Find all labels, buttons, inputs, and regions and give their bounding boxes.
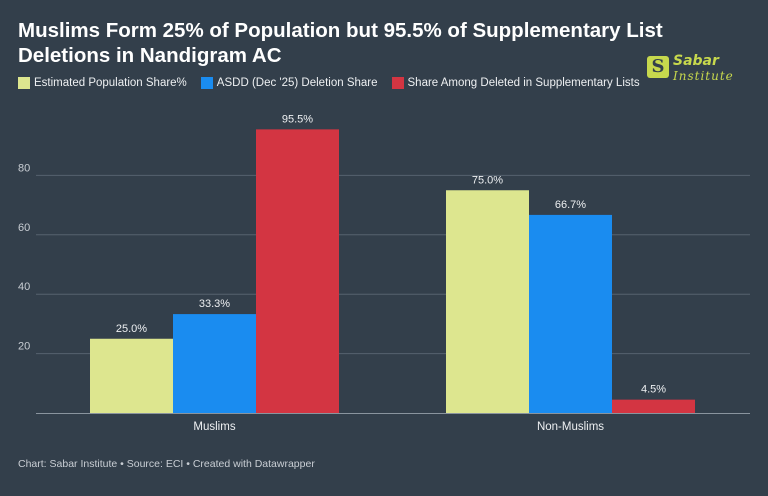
y-tick-label-80: 80 bbox=[18, 162, 30, 174]
bar-muslims-series-2 bbox=[256, 129, 339, 414]
legend-swatch-asdd bbox=[200, 77, 213, 89]
data-label-non-muslims-series-0: 75.0% bbox=[472, 174, 503, 186]
data-label-non-muslims-series-2: 4.5% bbox=[641, 384, 666, 396]
bar-non-muslims-series-0 bbox=[446, 190, 529, 413]
legend-swatch-population bbox=[18, 77, 30, 89]
bar-muslims-series-1 bbox=[173, 314, 256, 413]
bar-non-muslims-series-1 bbox=[529, 214, 612, 413]
chart-title: Muslims Form 25% of Population but 95.5%… bbox=[18, 19, 663, 67]
x-tick-label-non-muslims: Non-Muslims bbox=[537, 421, 604, 433]
logo-text-institute: Institute bbox=[673, 69, 734, 83]
data-label-muslims-series-2: 95.5% bbox=[282, 113, 313, 125]
y-tick-label-40: 40 bbox=[18, 281, 30, 293]
bar-non-muslims-series-2 bbox=[612, 399, 695, 413]
legend-label-population: Estimated Population Share% bbox=[34, 77, 187, 89]
bar-muslims-series-0 bbox=[90, 338, 173, 413]
sabar-institute-logo: S Sabar Institute bbox=[647, 54, 743, 86]
legend-item-asdd: ASDD (Dec '25) Deletion Share bbox=[200, 77, 378, 89]
y-tick-label-60: 60 bbox=[18, 222, 30, 234]
y-tick-label-20: 20 bbox=[18, 341, 30, 353]
legend-label-supplementary: Share Among Deleted in Supplementary Lis… bbox=[407, 77, 640, 89]
x-tick-label-muslims: Muslims bbox=[193, 421, 235, 433]
legend-label-asdd: ASDD (Dec '25) Deletion Share bbox=[216, 77, 378, 89]
legend-item-supplementary: Share Among Deleted in Supplementary Lis… bbox=[391, 77, 640, 89]
data-label-muslims-series-0: 25.0% bbox=[116, 323, 147, 335]
data-label-muslims-series-1: 33.3% bbox=[199, 298, 230, 310]
logo-mark-icon: S bbox=[647, 56, 669, 78]
chart-footer: Chart: Sabar Institute • Source: ECI • C… bbox=[18, 458, 315, 470]
legend: Estimated Population Share% ASDD (Dec '2… bbox=[18, 77, 654, 89]
legend-item-population: Estimated Population Share% bbox=[18, 77, 187, 89]
logo-text-sabar: Sabar bbox=[673, 53, 719, 69]
legend-swatch-supplementary bbox=[391, 77, 404, 89]
data-label-non-muslims-series-1: 66.7% bbox=[555, 199, 586, 211]
